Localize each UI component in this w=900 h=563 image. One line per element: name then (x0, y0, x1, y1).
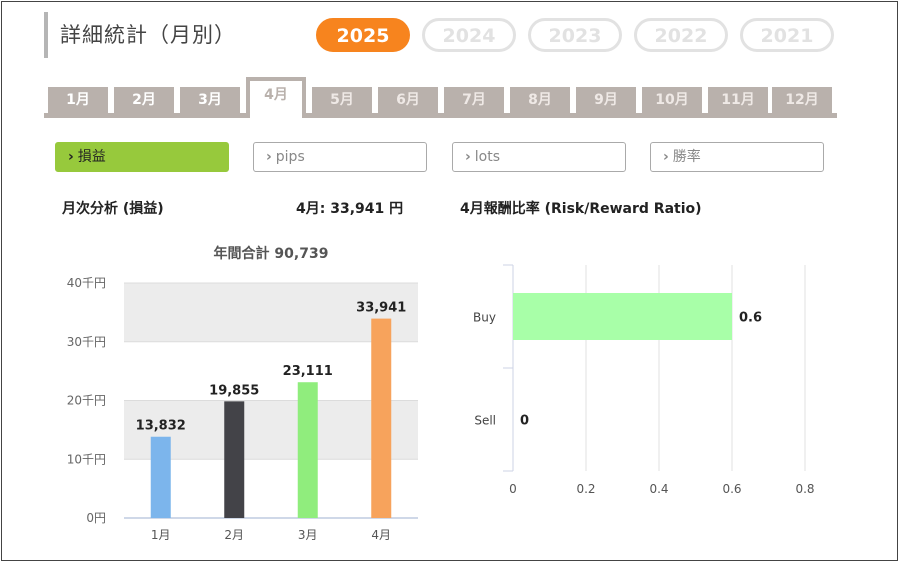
x-tick-label: 0.4 (649, 482, 668, 496)
grid-band (124, 283, 418, 342)
ratio-title: 4月報酬比率 (Risk/Reward Ratio) (460, 201, 702, 217)
month-tab-4[interactable]: 4月 (246, 77, 306, 118)
page-title: 詳細統計（月別） (44, 12, 236, 58)
y-tick-label: 40千円 (67, 276, 106, 290)
x-tick-label: 1月 (151, 528, 171, 542)
month-total-unit: 円 (389, 201, 404, 217)
year-selector: 2025 2024 2023 2022 2021 (316, 18, 834, 52)
month-tab-7[interactable]: 7月 (444, 87, 504, 113)
bar-2月 (224, 401, 245, 518)
month-total-value: 33,941 (330, 201, 385, 217)
x-tick-label: 0.8 (795, 482, 814, 496)
bar-value-label: 33,941 (356, 301, 406, 316)
month-tab-1[interactable]: 1月 (48, 87, 108, 113)
filter-label: 損益 (77, 149, 106, 165)
bar-Buy (513, 293, 732, 340)
filter-label: lots (474, 149, 501, 165)
month-tab-5[interactable]: 5月 (312, 87, 372, 113)
chevron-right-icon: › (68, 149, 74, 165)
chart-title: 年間合計 90,739 (214, 245, 329, 262)
filter-button-3[interactable]: › 勝率 (650, 142, 824, 172)
x-tick-label: 0.6 (722, 482, 741, 496)
year-button-2023[interactable]: 2023 (528, 18, 622, 52)
filter-button-2[interactable]: › lots (452, 142, 626, 172)
filter-label: pips (275, 149, 305, 165)
x-tick-label: 0.2 (576, 482, 595, 496)
filter-button-1[interactable]: › pips (253, 142, 427, 172)
month-tab-3[interactable]: 3月 (180, 87, 240, 113)
monthly-pnl-chart: 年間合計 90,739 0円 10千円 20千円 30千円 40千円 13,832 1月 19,… (67, 245, 418, 542)
y-tick-label: 10千円 (67, 452, 106, 466)
year-button-2022[interactable]: 2022 (634, 18, 728, 52)
month-tab-2[interactable]: 2月 (114, 87, 174, 113)
grid-band (124, 400, 418, 460)
month-tab-11[interactable]: 11月 (708, 87, 768, 113)
year-button-2024[interactable]: 2024 (422, 18, 516, 52)
month-tab-6[interactable]: 6月 (378, 87, 438, 113)
chevron-right-icon: › (266, 149, 272, 165)
x-tick-label: 4月 (371, 528, 391, 542)
bar-1月 (150, 436, 171, 518)
filter-label: 勝率 (672, 149, 701, 165)
x-tick-label: 0 (509, 482, 517, 496)
bar-value-label: 13,832 (136, 419, 186, 434)
bar-value-label: 0.6 (739, 311, 762, 326)
month-tabs: 1月 2月 3月 4月 5月 6月 7月 8月 9月 10月 11月 12月 (44, 77, 837, 118)
bar-3月 (297, 382, 318, 518)
month-tab-12[interactable]: 12月 (772, 87, 832, 113)
bar-value-label: 19,855 (209, 383, 259, 398)
y-tick-label: Buy (473, 311, 496, 325)
section-label: 月次分析 (損益) (62, 201, 164, 217)
bar-4月 (371, 318, 392, 518)
y-tick-label: 0円 (86, 511, 106, 525)
month-tab-9[interactable]: 9月 (576, 87, 636, 113)
month-tab-8[interactable]: 8月 (510, 87, 570, 113)
year-button-2025[interactable]: 2025 (316, 18, 410, 52)
risk-reward-chart: 0 0.2 0.4 0.6 0.8 Buy 0.6 Sell 0 (473, 264, 815, 496)
x-tick-label: 2月 (224, 528, 244, 542)
month-total: 4月: 33,941 円 (296, 198, 403, 218)
bar-value-label: 23,111 (283, 364, 333, 379)
month-tab-10[interactable]: 10月 (642, 87, 702, 113)
filter-button-0[interactable]: › 損益 (55, 142, 229, 172)
chevron-right-icon: › (465, 149, 471, 165)
month-total-prefix: 4月: (296, 201, 326, 217)
bar-value-label: 0 (520, 414, 529, 429)
x-tick-label: 3月 (298, 528, 318, 542)
year-button-2021[interactable]: 2021 (740, 18, 834, 52)
y-tick-label: 30千円 (67, 335, 106, 349)
chevron-right-icon: › (663, 149, 669, 165)
y-tick-label: 20千円 (67, 394, 106, 408)
y-tick-label: Sell (474, 414, 496, 428)
